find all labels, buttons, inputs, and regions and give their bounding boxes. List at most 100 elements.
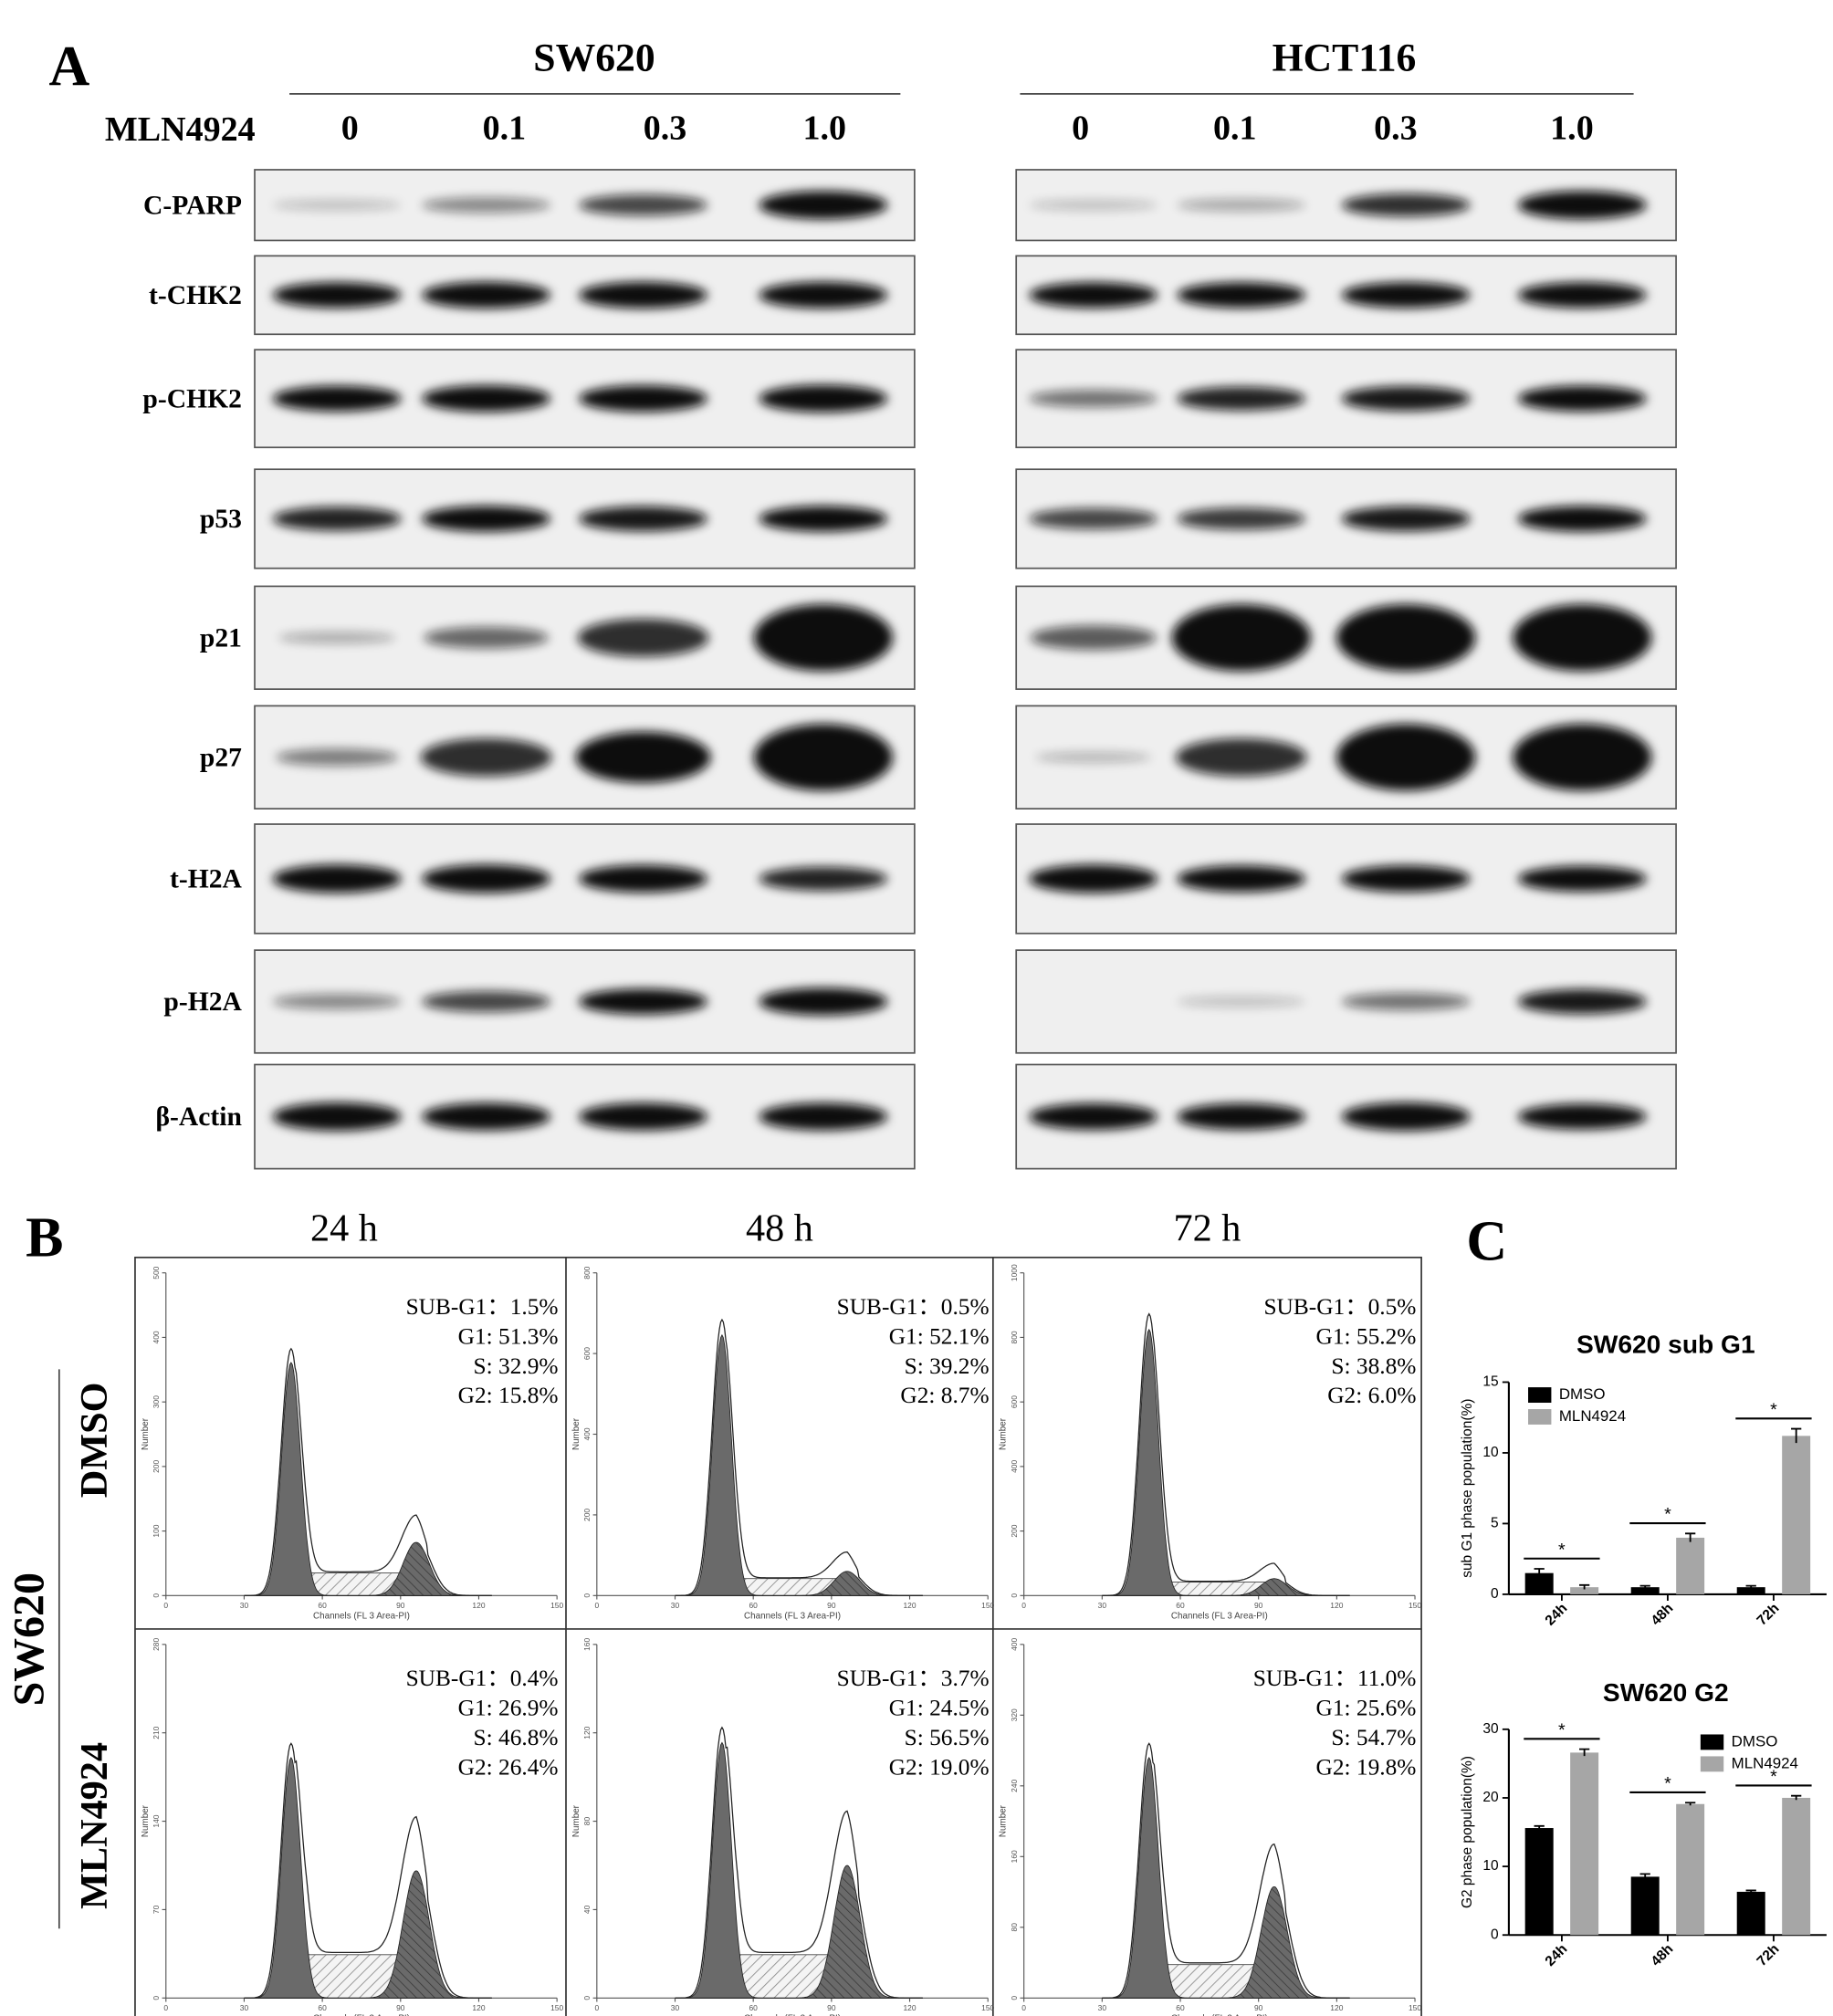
- phase-stat: G2: 19.8%: [1316, 1754, 1417, 1780]
- y-tick-label: 40: [582, 1905, 592, 1914]
- phase-stat: S: 54.7%: [1331, 1725, 1416, 1750]
- blot-band: [422, 281, 551, 308]
- x-tick-label: 0: [594, 1601, 599, 1610]
- blot-band: [1341, 386, 1471, 412]
- phase-stat: G2: 15.8%: [458, 1383, 559, 1408]
- time-label: 72 h: [1173, 1206, 1241, 1249]
- blot-band: [1341, 282, 1471, 308]
- histogram-outline: [244, 1347, 492, 1596]
- y-axis-label: Number: [999, 1417, 1009, 1450]
- y-tick-label: 80: [582, 1817, 592, 1826]
- y-tick-label: 240: [1010, 1779, 1019, 1791]
- x-tick-label: 120: [903, 1601, 916, 1610]
- blot-band: [424, 626, 549, 649]
- x-tick-label: 30: [240, 1601, 249, 1610]
- y-tick-label: 160: [582, 1638, 592, 1651]
- legend-swatch: [1700, 1734, 1724, 1750]
- blot-band: [1177, 386, 1306, 411]
- panel-label: B: [26, 1207, 63, 1269]
- histogram-outline: [1102, 1742, 1350, 1999]
- blot-band: [753, 724, 893, 791]
- significance-mark: *: [1558, 1720, 1566, 1740]
- x-tick-label: 30: [671, 1601, 680, 1610]
- phase-stat: S: 38.8%: [1331, 1353, 1416, 1379]
- blot-band: [1517, 988, 1647, 1014]
- phase-stat: G1: 24.5%: [889, 1696, 990, 1721]
- error-bar: [1579, 1583, 1590, 1590]
- y-tick-label: 200: [152, 1460, 161, 1473]
- y-tick-label: 320: [1010, 1708, 1019, 1721]
- phase-stat: G2: 26.4%: [458, 1754, 559, 1780]
- legend-label: DMSO: [1559, 1385, 1606, 1403]
- x-tick-label: 30: [240, 2003, 249, 2012]
- phase-stat: G2: 19.0%: [889, 1754, 990, 1780]
- y-tick-label: 200: [1010, 1524, 1019, 1537]
- dose-label: 0: [341, 109, 359, 147]
- blot-band: [1513, 724, 1652, 791]
- phase-stat: G2: 8.7%: [900, 1383, 989, 1408]
- blot-strip: [1015, 1063, 1677, 1170]
- blot-band: [422, 506, 551, 532]
- x-tick-label: 60: [1176, 1601, 1185, 1610]
- blot-band: [1177, 282, 1306, 308]
- blot-band: [759, 1102, 888, 1131]
- bar: [1524, 1828, 1554, 1936]
- error-bar: [1534, 1824, 1545, 1831]
- protein-label: C-PARP: [143, 191, 242, 220]
- legend-swatch: [1700, 1756, 1724, 1772]
- y-tick-label: 5: [1491, 1516, 1499, 1531]
- significance-mark: *: [1770, 1400, 1777, 1420]
- blot-strip: [1015, 949, 1677, 1054]
- condition-label: MLN4924: [73, 1742, 116, 1909]
- histogram-grid-frame: [134, 1256, 1422, 2016]
- y-axis-label: G2 phase population(%): [1460, 1756, 1475, 1908]
- phase-stat: G2: 6.0%: [1327, 1383, 1416, 1408]
- phase-stat: S: 46.8%: [474, 1725, 559, 1750]
- x-tick-label: 150: [981, 1601, 994, 1610]
- y-tick-label: 300: [152, 1395, 161, 1408]
- blot-band: [759, 866, 888, 891]
- blot-band: [1029, 864, 1158, 893]
- significance-mark: *: [1664, 1505, 1671, 1525]
- legend-label: MLN4924: [1732, 1754, 1798, 1771]
- legend-swatch: [1528, 1409, 1552, 1425]
- bar: [1524, 1572, 1554, 1594]
- histogram-g2-peak: [244, 1870, 492, 1999]
- blot-band: [272, 1102, 402, 1132]
- panel-label: A: [49, 36, 90, 98]
- phase-stat: SUB-G1：1.5%: [406, 1294, 559, 1320]
- panel-label: C: [1466, 1211, 1507, 1273]
- blot-band: [579, 1102, 708, 1131]
- blot-strip: [254, 468, 916, 569]
- phase-stat: SUB-G1：11.0%: [1253, 1666, 1417, 1691]
- x-axis-label: Channels (FL 3 Area-PI): [313, 1611, 410, 1621]
- dose-label: 0.1: [483, 109, 527, 147]
- x-tick-label: 150: [550, 2003, 563, 2012]
- blot-strip: [1015, 255, 1677, 336]
- y-axis-label: Number: [571, 1417, 581, 1450]
- x-tick-label: 120: [1330, 2003, 1343, 2012]
- phase-stat: G1: 26.9%: [458, 1696, 559, 1721]
- y-axis-label: Number: [141, 1804, 151, 1837]
- x-tick-label: 90: [1254, 2003, 1263, 2012]
- dose-label: 1.0: [1550, 109, 1594, 147]
- blot-band: [272, 864, 402, 893]
- y-tick-label: 1000: [1010, 1264, 1019, 1281]
- y-axis-label: Number: [141, 1417, 151, 1450]
- bar: [1782, 1436, 1811, 1594]
- error-bar: [1685, 1532, 1696, 1542]
- x-tick-label: 90: [1254, 1601, 1263, 1610]
- phase-stat: G1: 25.6%: [1316, 1696, 1417, 1721]
- y-tick-label: 500: [152, 1266, 161, 1279]
- blot-band: [1341, 865, 1471, 893]
- blot-band: [1341, 193, 1471, 217]
- histogram-outline: [244, 1742, 492, 1999]
- phase-stat: SUB-G1：0.5%: [837, 1294, 990, 1320]
- x-tick-label: 0: [1021, 1601, 1026, 1610]
- x-tick-label: 90: [827, 2003, 836, 2012]
- blot-band: [1341, 992, 1471, 1011]
- y-tick-label: 400: [1010, 1460, 1019, 1473]
- phase-stat: G1: 51.3%: [458, 1323, 559, 1349]
- y-tick-label: 140: [152, 1814, 161, 1827]
- x-axis-label: Channels (FL 3 Area-PI): [744, 2013, 841, 2016]
